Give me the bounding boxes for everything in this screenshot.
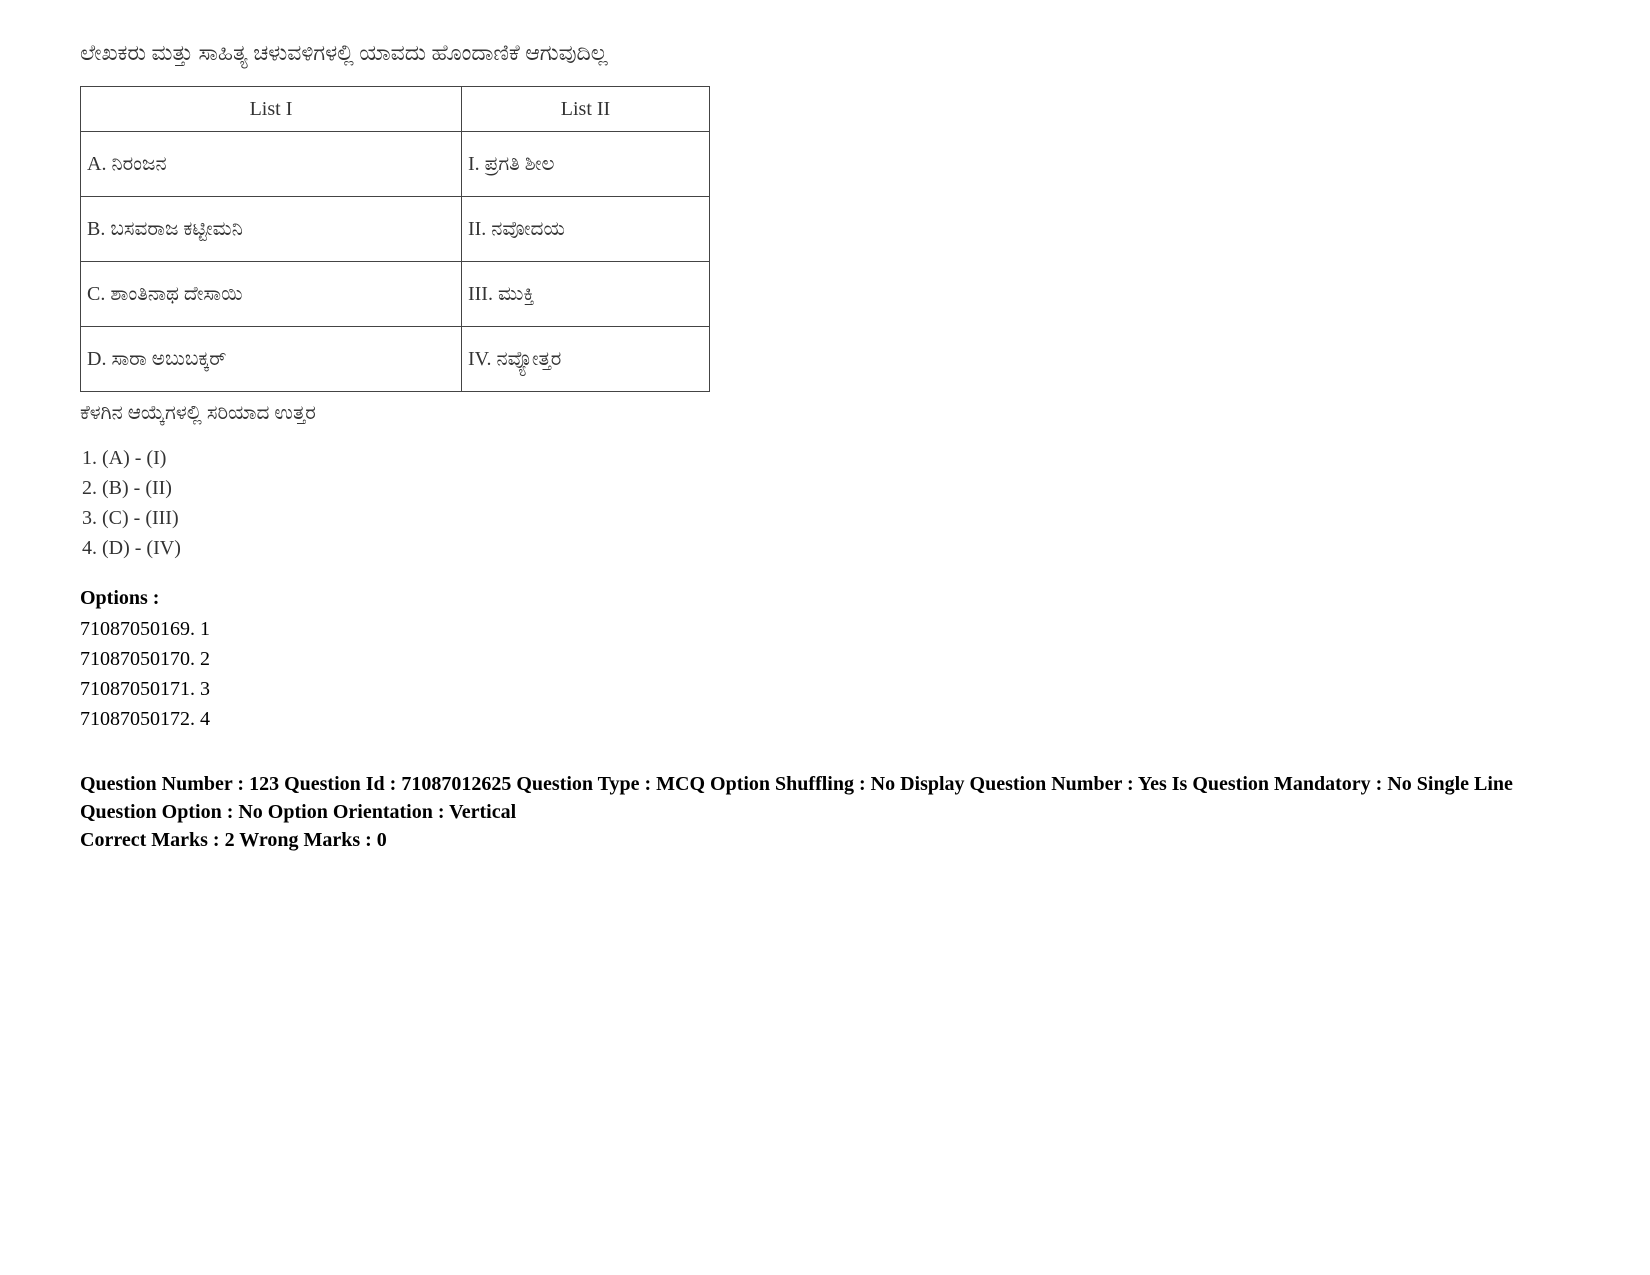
option-line: 71087050171. 3: [80, 674, 1570, 704]
match-table: List I List II A. ನಿರಂಜನ I. ಪ್ರಗತಿ ಶೀಲ B…: [80, 86, 710, 392]
answer-line: 2. (B) - (II): [82, 473, 1570, 503]
question-prompt: ಲೇಖಕರು ಮತ್ತು ಸಾಹಿತ್ಯ ಚಳುವಳಿಗಳಲ್ಲಿ ಯಾವದು …: [80, 40, 1570, 66]
table-row: C. ಶಾಂತಿನಾಥ ದೇಸಾಯಿ III. ಮುಕ್ತಿ: [81, 262, 710, 327]
table-cell: B. ಬಸವರಾಜ ಕಟ್ಟೀಮನಿ: [81, 197, 462, 262]
answer-line: 3. (C) - (III): [82, 503, 1570, 533]
question-meta: Question Number : 123 Question Id : 7108…: [80, 770, 1570, 854]
option-line: 71087050170. 2: [80, 644, 1570, 674]
question-subtext: ಕೆಳಗಿನ ಆಯ್ಕೆಗಳಲ್ಲಿ ಸರಿಯಾದ ಉತ್ತರ: [80, 402, 1570, 425]
answer-line: 4. (D) - (IV): [82, 533, 1570, 563]
answer-line: 1. (A) - (I): [82, 443, 1570, 473]
table-row: B. ಬಸವರಾಜ ಕಟ್ಟೀಮನಿ II. ನವೋದಯ: [81, 197, 710, 262]
table-cell: III. ಮುಕ್ತಿ: [461, 262, 709, 327]
table-cell: IV. ನವ್ಯೋತ್ತರ: [461, 327, 709, 392]
table-header-list1: List I: [81, 87, 462, 132]
option-line: 71087050172. 4: [80, 704, 1570, 734]
table-header-list2: List II: [461, 87, 709, 132]
table-cell: C. ಶಾಂತಿನಾಥ ದೇಸಾಯಿ: [81, 262, 462, 327]
table-cell: II. ನವೋದಯ: [461, 197, 709, 262]
table-cell: A. ನಿರಂಜನ: [81, 132, 462, 197]
table-cell: I. ಪ್ರಗತಿ ಶೀಲ: [461, 132, 709, 197]
table-row: A. ನಿರಂಜನ I. ಪ್ರಗತಿ ಶೀಲ: [81, 132, 710, 197]
answers-block: 1. (A) - (I) 2. (B) - (II) 3. (C) - (III…: [82, 443, 1570, 563]
option-line: 71087050169. 1: [80, 614, 1570, 644]
meta-line-2: Correct Marks : 2 Wrong Marks : 0: [80, 826, 1570, 854]
options-label: Options :: [80, 587, 1570, 610]
meta-line-1: Question Number : 123 Question Id : 7108…: [80, 770, 1570, 826]
options-block: 71087050169. 1 71087050170. 2 7108705017…: [80, 614, 1570, 734]
table-cell: D. ಸಾರಾ ಅಬುಬಕ್ಕರ್: [81, 327, 462, 392]
table-row: D. ಸಾರಾ ಅಬುಬಕ್ಕರ್ IV. ನವ್ಯೋತ್ತರ: [81, 327, 710, 392]
